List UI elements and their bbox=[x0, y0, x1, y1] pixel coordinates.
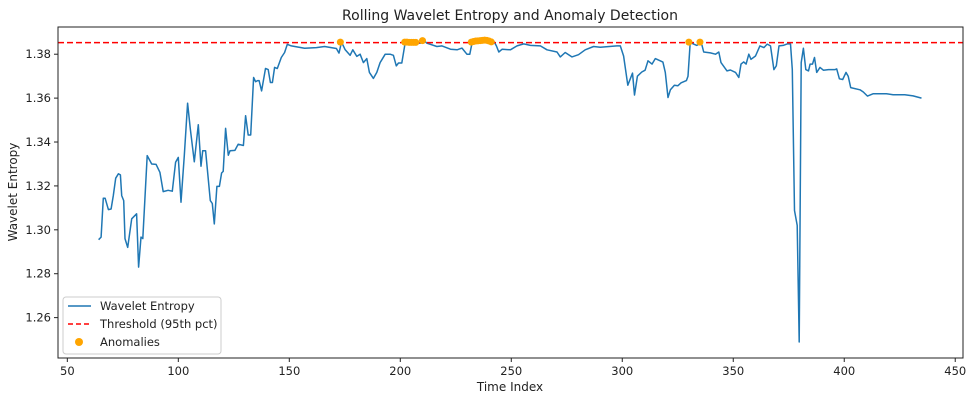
x-tick-label: 50 bbox=[60, 364, 75, 378]
anomaly-point bbox=[487, 38, 495, 46]
y-tick-label: 1.36 bbox=[25, 91, 51, 105]
chart-title: Rolling Wavelet Entropy and Anomaly Dete… bbox=[342, 8, 678, 24]
x-tick-label: 300 bbox=[611, 364, 633, 378]
x-axis: 50 100 150 200 250 300 350 400 450 bbox=[60, 358, 966, 378]
y-axis-label: Wavelet Entropy bbox=[6, 143, 20, 242]
y-tick-label: 1.32 bbox=[25, 179, 51, 193]
series-line-wavelet-entropy bbox=[98, 39, 922, 343]
legend-frame bbox=[62, 296, 222, 355]
x-tick-label: 350 bbox=[722, 364, 744, 378]
plot-area bbox=[58, 36, 963, 343]
x-tick-label: 250 bbox=[500, 364, 522, 378]
x-tick-label: 400 bbox=[833, 364, 855, 378]
x-tick-label: 200 bbox=[389, 364, 411, 378]
x-axis-label: Time Index bbox=[476, 380, 543, 394]
y-tick-label: 1.34 bbox=[25, 135, 51, 149]
x-tick-label: 100 bbox=[167, 364, 189, 378]
legend-label-entropy: Wavelet Entropy bbox=[100, 299, 195, 313]
y-tick-label: 1.38 bbox=[25, 47, 51, 61]
y-axis: 1.26 1.28 1.30 1.32 1.34 1.36 1.38 bbox=[25, 47, 58, 325]
anomaly-point bbox=[412, 38, 420, 46]
x-tick-label: 450 bbox=[944, 364, 966, 378]
legend: Wavelet Entropy Threshold (95th pct) Ano… bbox=[62, 296, 222, 355]
anomaly-point bbox=[685, 38, 693, 46]
anomaly-point bbox=[696, 38, 704, 46]
anomaly-point bbox=[336, 38, 344, 46]
legend-label-threshold: Threshold (95th pct) bbox=[99, 317, 218, 331]
x-tick-label: 150 bbox=[278, 364, 300, 378]
y-tick-label: 1.30 bbox=[25, 223, 51, 237]
anomaly-point bbox=[418, 37, 426, 45]
legend-label-anomalies: Anomalies bbox=[100, 335, 160, 349]
axes-frame bbox=[57, 26, 964, 359]
y-tick-label: 1.26 bbox=[25, 311, 51, 325]
legend-marker-anomalies bbox=[75, 338, 83, 346]
y-tick-label: 1.28 bbox=[25, 267, 51, 281]
